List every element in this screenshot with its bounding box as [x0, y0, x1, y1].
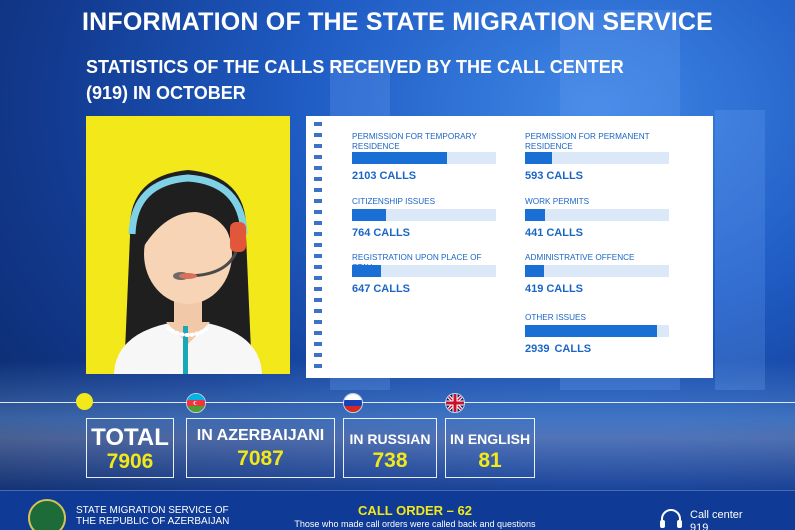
headset-icon [660, 509, 682, 528]
stat-administrative-offence: ADMINISTRATIVE OFFENCE 419 CALLS [525, 253, 673, 295]
page-title: INFORMATION OF THE STATE MIGRATION SERVI… [81, 8, 714, 36]
timeline-line [0, 402, 795, 403]
operator-illustration [86, 116, 290, 374]
total-box: TOTAL 7906 [86, 418, 174, 478]
state-seal-icon [28, 499, 66, 530]
footer: STATE MIGRATION SERVICE OF THE REPUBLIC … [0, 490, 795, 530]
background-building [715, 110, 765, 390]
stat-bar [525, 265, 669, 277]
stat-bar-fill [352, 265, 382, 277]
stat-bar [352, 209, 496, 221]
call-order-title: CALL ORDER – 62 [358, 503, 472, 518]
english-box: IN ENGLISH 81 [445, 418, 535, 478]
notebook-spiral [314, 122, 322, 372]
call-center-label: Call center [690, 509, 743, 521]
stat-bar [525, 209, 669, 221]
stat-bar-fill [352, 209, 387, 221]
call-center-number: 919 [690, 522, 709, 530]
stat-bar-fill [525, 152, 552, 164]
background-lights [0, 360, 795, 490]
azerbaijani-box: IN AZERBAIJANI 7087 [186, 418, 335, 478]
stat-other-issues: OTHER ISSUES 2939 CALLS [525, 313, 673, 355]
uk-flag-icon [445, 393, 465, 413]
stat-bar [525, 152, 669, 164]
stat-bar [352, 152, 496, 164]
stat-work-permits: WORK PERMITS 441 CALLS [525, 197, 673, 239]
stat-temporary-residence: PERMISSION FOR TEMPORARY RESIDENCE 2103 C… [352, 132, 500, 182]
footer-organization: STATE MIGRATION SERVICE OF THE REPUBLIC … [76, 505, 230, 527]
stat-citizenship: CITIZENSHIP ISSUES 764 CALLS [352, 197, 500, 239]
stat-bar-fill [525, 325, 658, 337]
stat-bar [525, 325, 669, 337]
azerbaijan-flag-icon [186, 393, 206, 413]
page-subtitle: STATISTICS OF THE CALLS RECEIVED BY THE … [86, 57, 624, 103]
stat-bar-fill [525, 265, 544, 277]
stat-bar-fill [525, 209, 545, 221]
stat-bar-fill [352, 152, 447, 164]
russia-flag-icon [343, 393, 363, 413]
stat-permanent-residence: PERMISSION FOR PERMANENT RESIDENCE 593 CA… [525, 132, 673, 182]
stats-panel: PERMISSION FOR TEMPORARY RESIDENCE 2103 C… [306, 116, 713, 378]
russian-box: IN RUSSIAN 738 [343, 418, 437, 478]
stat-bar [352, 265, 496, 277]
timeline-dot [76, 393, 93, 410]
call-order-note: Those who made call orders were called b… [294, 519, 536, 529]
